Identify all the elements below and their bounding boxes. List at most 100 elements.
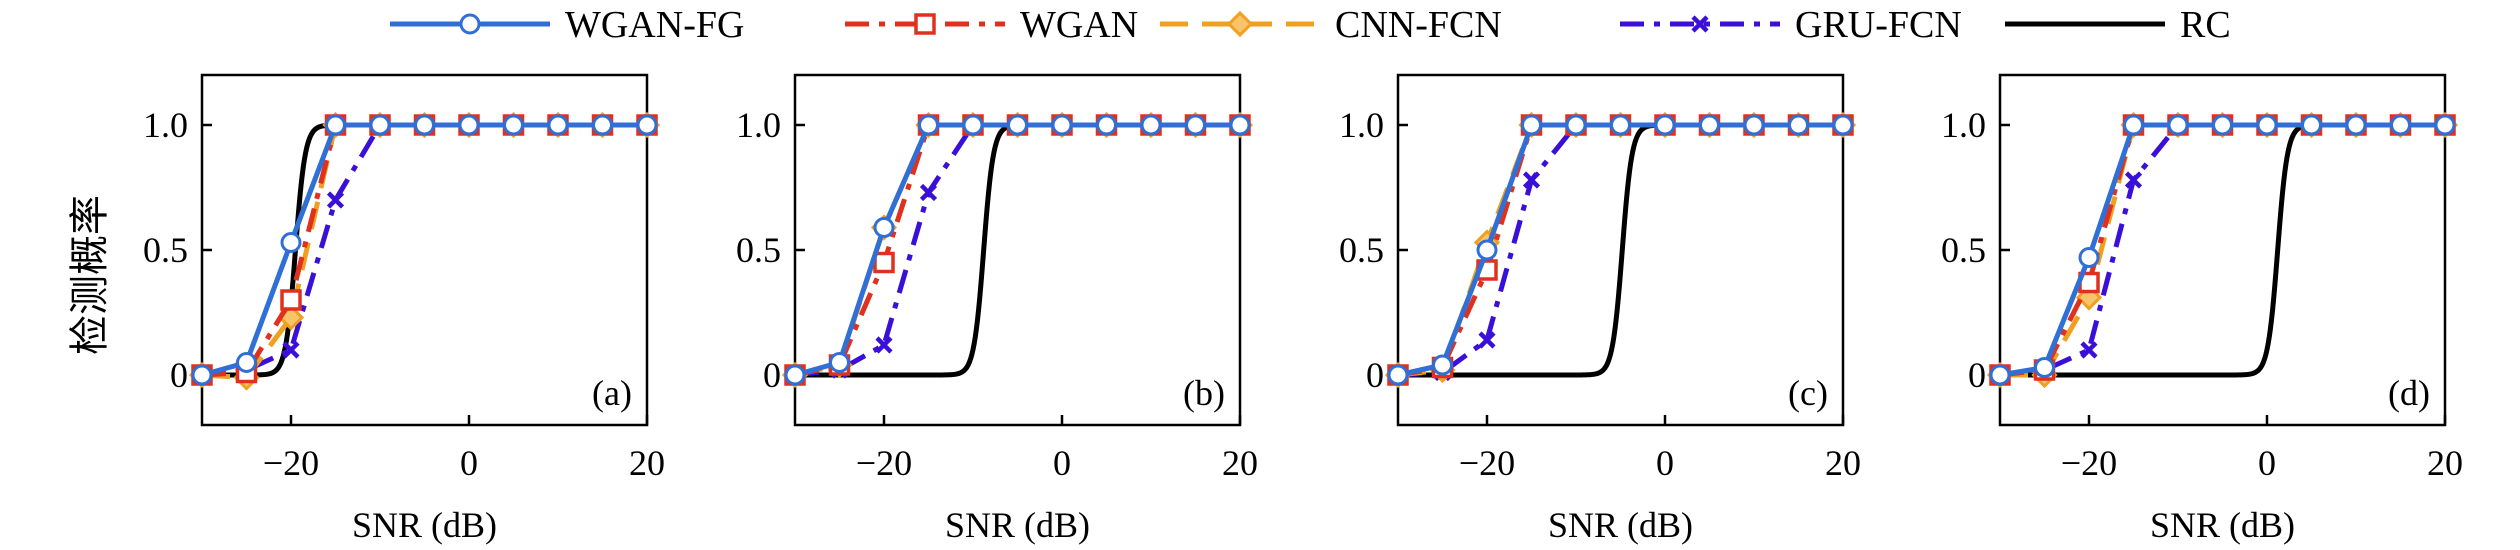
- x-tick-label: −20: [1459, 443, 1515, 483]
- x-tick-label: 20: [2427, 443, 2463, 483]
- subplot-a: −20 0 20 0 0.5 1.0 SNR (dB) (a): [143, 73, 665, 545]
- data-point: [919, 183, 938, 202]
- y-axis-label: 检测概率: [67, 195, 113, 355]
- x-axis-label: SNR (dB): [352, 505, 497, 545]
- y-tick-label: 0: [1366, 355, 1384, 395]
- data-point: [326, 191, 345, 209]
- series-wgan: [191, 114, 658, 386]
- data-point: [829, 352, 850, 373]
- x-tick-label: 0: [1656, 443, 1674, 483]
- series-wgan-fg: [191, 114, 658, 386]
- legend-item-rc: RC: [2005, 4, 2231, 46]
- series-line: [794, 122, 1240, 378]
- y-tick-label: 1.0: [143, 105, 188, 145]
- x-tick-label: 20: [1825, 443, 1861, 483]
- legend-marker: [1226, 10, 1254, 38]
- data-point: [2212, 114, 2233, 136]
- y-tick-label: 1.0: [1339, 105, 1384, 145]
- data-point: [1743, 114, 1765, 136]
- legend-label: WGAN-FG: [565, 4, 744, 46]
- y-tick-label: 0: [1968, 355, 1986, 395]
- x-tick-label: −20: [263, 443, 319, 483]
- data-point: [2123, 114, 2144, 136]
- series-cnn-fcn: [781, 111, 1254, 389]
- series-gru-fcn: [1991, 116, 2454, 384]
- data-point: [458, 114, 480, 136]
- data-point: [2256, 114, 2278, 136]
- data-point: [875, 336, 893, 354]
- data-point: [1185, 114, 1206, 136]
- series-wgan: [784, 114, 1251, 386]
- subplot-b: −20 0 20 0 0.5 1.0 SNR (dB) (b): [736, 73, 1258, 545]
- data-point: [2080, 341, 2098, 359]
- series-line: [795, 122, 1240, 378]
- data-point: [1654, 114, 1676, 136]
- subplot-c: −20 0 20 0 0.5 1.0 SNR (dB) (c): [1339, 73, 1861, 545]
- data-point: [1007, 114, 1028, 136]
- series-line: [201, 122, 647, 378]
- legend-item-wgan-fg: WGAN-FG: [390, 4, 744, 46]
- legend-item-wgan: WGAN: [845, 4, 1138, 46]
- data-point: [2034, 357, 2055, 378]
- legend-label: RC: [2180, 4, 2231, 46]
- legend-label: GRU-FCN: [1795, 4, 1962, 46]
- data-point: [325, 114, 346, 136]
- data-point: [280, 232, 302, 253]
- panel-label: (c): [1788, 373, 1828, 413]
- data-point: [1387, 364, 1409, 386]
- x-tick-label: 20: [629, 443, 665, 483]
- legend-marker: [459, 13, 481, 35]
- x-tick-label: 0: [1053, 443, 1071, 483]
- data-point: [1610, 114, 1631, 136]
- y-tick-label: 0: [763, 355, 781, 395]
- legend-label: CNN-FCN: [1335, 4, 1502, 46]
- legend-item-cnn-fcn: CNN-FCN: [1160, 4, 1502, 46]
- series-wgan-fg: [784, 114, 1251, 386]
- data-point: [1478, 331, 1496, 349]
- y-tick-label: 1.0: [736, 105, 781, 145]
- data-point: [414, 114, 435, 136]
- subplot-d: −20 0 20 0 0.5 1.0 SNR (dB) (d): [1941, 73, 2463, 545]
- data-point: [1476, 239, 1498, 261]
- data-point: [2345, 114, 2367, 136]
- data-point: [503, 114, 524, 136]
- series-line: [794, 122, 1240, 378]
- data-point: [1989, 364, 2011, 386]
- x-tick-label: −20: [856, 443, 912, 483]
- panel-label: (a): [592, 373, 632, 413]
- data-point: [1699, 114, 1720, 136]
- data-point: [636, 114, 658, 136]
- data-point: [2301, 114, 2322, 136]
- y-tick-label: 0.5: [1339, 230, 1384, 270]
- data-point: [873, 251, 895, 274]
- data-point: [1140, 114, 1162, 136]
- panel-label: (b): [1183, 373, 1225, 413]
- data-point: [918, 114, 939, 136]
- x-axis-label: SNR (dB): [2150, 505, 2295, 545]
- series-line: [1999, 122, 2445, 378]
- x-tick-label: −20: [2061, 443, 2117, 483]
- data-point: [592, 114, 613, 136]
- legend: WGAN-FG WGAN CNN-FCN GRU-FCN RC: [390, 4, 2231, 46]
- panels: −20 0 20 0 0.5 1.0 SNR (dB) (a) −20 0 20 0 0.5 1.0 SNR…: [143, 73, 2463, 545]
- series-rc: [795, 122, 1240, 378]
- data-point: [282, 341, 300, 359]
- x-axis-label: SNR (dB): [1548, 505, 1693, 545]
- legend-label: WGAN: [1020, 4, 1138, 46]
- data-point: [2124, 171, 2143, 189]
- legend-item-gru-fcn: GRU-FCN: [1620, 4, 1962, 46]
- series-gru-fcn: [193, 116, 656, 384]
- x-tick-label: 0: [460, 443, 478, 483]
- data-point: [962, 114, 984, 136]
- data-point: [369, 114, 391, 136]
- data-point: [1788, 114, 1809, 136]
- x-axis-label: SNR (dB): [945, 505, 1090, 545]
- series-rc: [1398, 122, 1843, 378]
- series-gru-fcn: [786, 116, 1249, 384]
- data-point: [1522, 171, 1541, 189]
- panel-label: (d): [2388, 373, 2430, 413]
- y-tick-label: 0: [170, 355, 188, 395]
- data-point: [784, 364, 806, 386]
- legend-marker: [1691, 15, 1709, 33]
